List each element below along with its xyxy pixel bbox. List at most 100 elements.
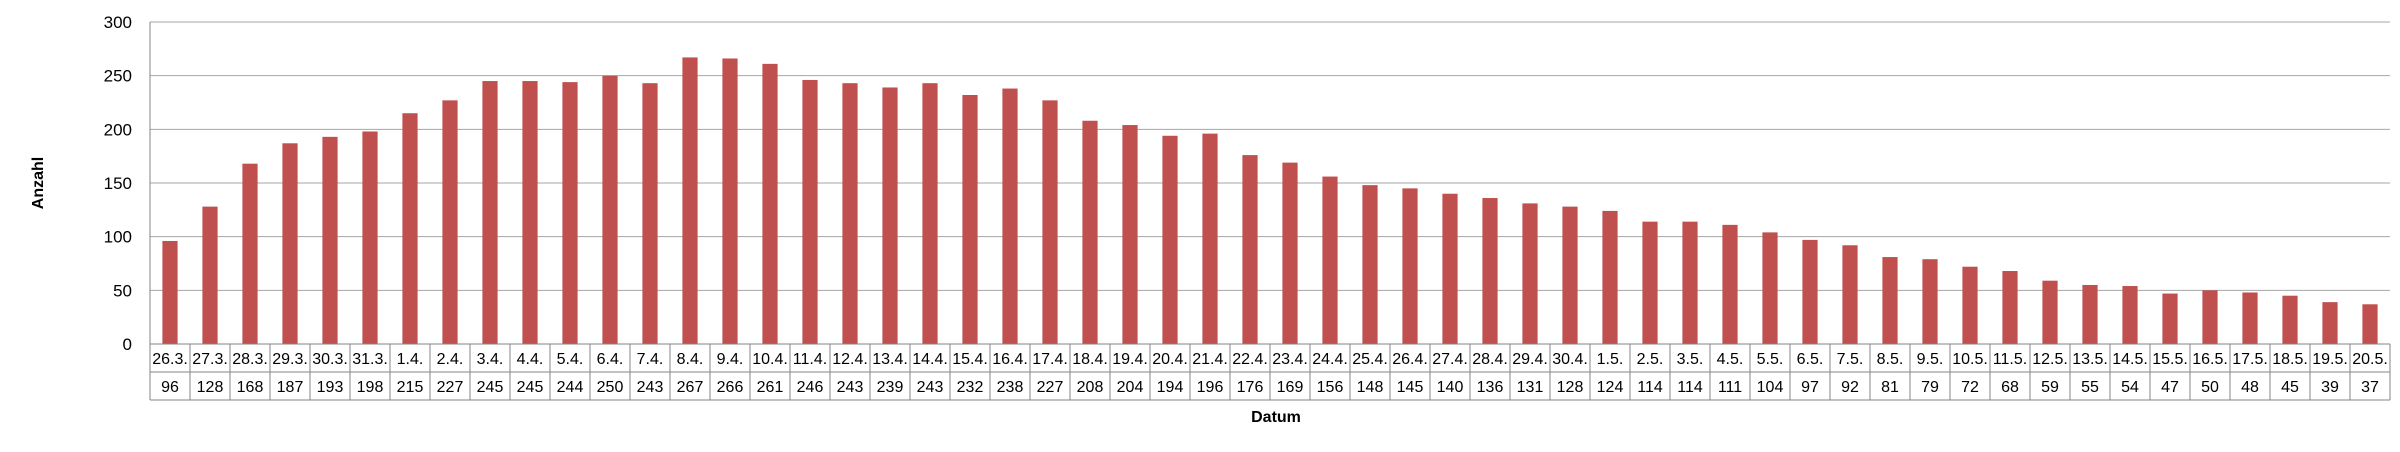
bar: [562, 82, 578, 345]
data-label: 266: [717, 379, 744, 396]
bar: [1442, 193, 1458, 344]
data-label: 111: [1718, 379, 1742, 396]
data-label: 215: [397, 379, 424, 396]
x-tick-label: 29.4.: [1512, 351, 1548, 368]
x-tick-label: 27.3.: [192, 351, 228, 368]
data-label: 196: [1197, 379, 1224, 396]
bar: [282, 143, 298, 344]
bar: [1562, 206, 1578, 344]
data-label: 72: [1961, 379, 1979, 396]
data-label: 246: [797, 379, 824, 396]
bar: [1802, 239, 1818, 344]
x-tick-label: 30.4.: [1552, 351, 1588, 368]
data-label: 245: [517, 379, 544, 396]
bar: [922, 83, 938, 345]
bar: [242, 163, 258, 344]
x-tick-label: 13.5.: [2072, 351, 2108, 368]
x-tick-label: 15.4.: [952, 351, 988, 368]
x-axis-title: Datum: [1251, 409, 1301, 426]
x-tick-label: 5.4.: [557, 351, 584, 368]
data-label: 114: [1677, 379, 1703, 396]
bar: [1082, 120, 1098, 344]
x-tick-label: 26.4.: [1392, 351, 1428, 368]
bar: [1962, 266, 1978, 344]
data-label: 59: [2041, 379, 2059, 396]
x-tick-label: 1.4.: [397, 351, 424, 368]
bar: [1922, 259, 1938, 344]
x-tick-label: 1.5.: [1597, 351, 1624, 368]
bar: [1162, 135, 1178, 344]
data-label: 50: [2201, 379, 2219, 396]
bar: [1762, 232, 1778, 344]
data-label: 156: [1317, 379, 1344, 396]
x-tick-label: 17.4.: [1032, 351, 1068, 368]
x-tick-label: 6.5.: [1797, 351, 1824, 368]
bar: [2242, 292, 2258, 344]
bar: [1282, 162, 1298, 344]
data-label: 39: [2321, 379, 2339, 396]
x-tick-label: 28.3.: [232, 351, 268, 368]
data-label: 47: [2161, 379, 2179, 396]
data-label: 145: [1397, 379, 1424, 396]
data-label: 261: [757, 379, 784, 396]
y-tick-label: 150: [104, 174, 132, 193]
bar: [2082, 284, 2098, 344]
y-tick-label: 300: [104, 13, 132, 32]
bar: [322, 136, 338, 344]
x-tick-label: 16.5.: [2192, 351, 2228, 368]
bar: [1642, 221, 1658, 344]
x-tick-label: 22.4.: [1232, 351, 1268, 368]
x-tick-label: 12.4.: [832, 351, 868, 368]
x-tick-label: 6.4.: [597, 351, 624, 368]
data-label: 243: [837, 379, 864, 396]
data-label: 54: [2121, 379, 2139, 396]
y-tick-label: 200: [104, 120, 132, 139]
x-tick-label: 11.4.: [793, 351, 827, 368]
data-label: 250: [597, 379, 624, 396]
bar: [402, 113, 418, 344]
data-label: 96: [161, 379, 179, 396]
x-tick-label: 13.4.: [872, 351, 908, 368]
data-label: 227: [1037, 379, 1064, 396]
bar: [762, 63, 778, 345]
bar: [1202, 133, 1218, 344]
x-tick-label: 10.5.: [1952, 351, 1988, 368]
x-tick-label: 10.4.: [752, 351, 788, 368]
x-tick-label: 2.5.: [1637, 351, 1664, 368]
y-tick-label: 50: [113, 281, 132, 300]
x-tick-label: 17.5.: [2232, 351, 2268, 368]
x-tick-label: 16.4.: [992, 351, 1028, 368]
bar: [602, 75, 618, 345]
bar: [882, 87, 898, 345]
bar: [802, 79, 818, 345]
data-label: 131: [1517, 379, 1544, 396]
data-label: 79: [1921, 379, 1939, 396]
x-tick-label: 14.4.: [912, 351, 948, 368]
bar: [2002, 271, 2018, 344]
x-tick-label: 4.5.: [1717, 351, 1744, 368]
bar: [1522, 203, 1538, 344]
x-tick-label: 12.5.: [2032, 351, 2068, 368]
data-label: 208: [1077, 379, 1104, 396]
x-tick-label: 19.4.: [1112, 351, 1148, 368]
x-tick-label: 4.4.: [517, 351, 544, 368]
bar: [1882, 257, 1898, 344]
data-label: 193: [317, 379, 344, 396]
data-label: 239: [877, 379, 904, 396]
data-label: 104: [1757, 379, 1784, 396]
x-tick-label: 8.4.: [677, 351, 704, 368]
data-label: 68: [2001, 379, 2019, 396]
x-tick-label: 25.4.: [1352, 351, 1388, 368]
x-tick-label: 14.5.: [2112, 351, 2148, 368]
bar: [722, 58, 738, 344]
x-tick-label: 18.5.: [2272, 351, 2308, 368]
bar: [1842, 245, 1858, 344]
data-label: 114: [1637, 379, 1663, 396]
bar: [842, 83, 858, 345]
x-tick-label: 21.4.: [1192, 351, 1228, 368]
data-label: 169: [1277, 379, 1304, 396]
bar: [2122, 286, 2138, 344]
x-tick-label: 20.5.: [2352, 351, 2388, 368]
bar: [1002, 88, 1018, 345]
